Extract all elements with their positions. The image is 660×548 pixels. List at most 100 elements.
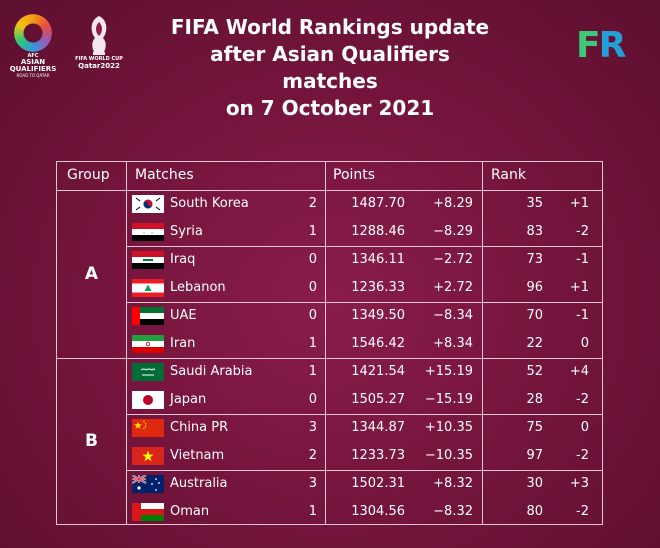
- rank-value: 97: [526, 448, 543, 463]
- rank-change: 0: [580, 420, 589, 435]
- match-score: 3: [308, 476, 317, 491]
- saudi-flag-icon: [132, 363, 164, 381]
- rank-change: -1: [576, 252, 589, 267]
- title-line-1: FIFA World Rankings update: [170, 15, 490, 39]
- table-row: Syria 1 1288.46 −8.29 83 -2: [57, 218, 602, 246]
- group-label-b: B: [85, 431, 98, 451]
- rank-change: -2: [576, 392, 589, 407]
- rank-value: 73: [526, 252, 543, 267]
- header-divider: [57, 190, 602, 191]
- fifa-logo-line2: Qatar2022: [78, 62, 120, 70]
- points-value: 1346.11: [351, 252, 405, 267]
- rank-value: 28: [526, 392, 543, 407]
- table-row: South Korea 2 1487.70 +8.29 35 +1: [57, 190, 602, 218]
- match-score: 0: [308, 308, 317, 323]
- team-name: Saudi Arabia: [170, 364, 253, 379]
- world-cup-emblem-icon: [91, 16, 107, 55]
- vietnam-flag-icon: [132, 447, 164, 465]
- points-change: +2.72: [433, 280, 473, 295]
- points-value: 1233.73: [351, 448, 405, 463]
- match-score: 0: [308, 280, 317, 295]
- header-matches: Matches: [135, 167, 194, 183]
- fifa-logo-line1: FIFA WORLD CUP: [75, 56, 123, 62]
- page-title: FIFA World Rankings update after Asian Q…: [160, 14, 500, 122]
- table-row: Japan 0 1505.27 −15.19 28 -2: [57, 386, 602, 414]
- points-value: 1546.42: [351, 336, 405, 351]
- points-change: +15.19: [424, 364, 473, 379]
- table-row: UAE 0 1349.50 −8.34 70 -1: [57, 302, 602, 330]
- iraq-flag-icon: [132, 251, 164, 269]
- team-name: Iran: [170, 336, 196, 351]
- points-value: 1236.33: [351, 280, 405, 295]
- rank-change: +4: [569, 364, 589, 379]
- match-score: 2: [308, 448, 317, 463]
- team-name: UAE: [170, 308, 197, 323]
- rank-change: -1: [576, 308, 589, 323]
- points-value: 1502.31: [351, 476, 405, 491]
- points-change: +10.35: [424, 420, 473, 435]
- rank-change: -2: [576, 504, 589, 519]
- title-line-3: on 7 October 2021: [225, 96, 435, 120]
- rank-change: +3: [569, 476, 589, 491]
- match-divider: [126, 470, 602, 471]
- australia-flag-icon: [132, 475, 164, 493]
- brand-f: F: [576, 25, 601, 66]
- team-name: Oman: [170, 504, 210, 519]
- points-change: −8.29: [433, 224, 473, 239]
- points-value: 1304.56: [351, 504, 405, 519]
- oman-flag-icon: [132, 503, 164, 521]
- team-name: Vietnam: [170, 448, 225, 463]
- team-name: Australia: [170, 476, 228, 491]
- points-change: −8.34: [433, 308, 473, 323]
- match-score: 1: [308, 504, 317, 519]
- table-row: Lebanon 0 1236.33 +2.72 96 +1: [57, 274, 602, 302]
- rank-value: 52: [526, 364, 543, 379]
- match-score: 2: [308, 196, 317, 211]
- syria-flag-icon: [132, 223, 164, 241]
- brand-r: R: [598, 25, 627, 66]
- points-value: 1487.70: [351, 196, 405, 211]
- divider-points: [482, 162, 483, 524]
- rank-value: 96: [526, 280, 543, 295]
- header-points: Points: [333, 167, 376, 183]
- divider-group: [126, 162, 127, 524]
- title-line-2: after Asian Qualifiers matches: [210, 42, 450, 93]
- afc-logo-line3: QUALIFIERS: [9, 65, 57, 73]
- points-value: 1344.87: [351, 420, 405, 435]
- rank-value: 35: [526, 196, 543, 211]
- rank-value: 70: [526, 308, 543, 323]
- fifa-world-cup-logo: FIFA WORLD CUP Qatar2022: [72, 14, 126, 80]
- points-change: +8.29: [433, 196, 473, 211]
- match-score: 0: [308, 392, 317, 407]
- fr-brand-logo: FR: [576, 24, 627, 68]
- points-change: +8.34: [433, 336, 473, 351]
- match-score: 1: [308, 224, 317, 239]
- match-divider: [126, 246, 602, 247]
- points-value: 1349.50: [351, 308, 405, 323]
- table-row: Saudi Arabia 1 1421.54 +15.19 52 +4: [57, 358, 602, 386]
- japan-flag-icon: [132, 391, 164, 409]
- afc-logo-line1: AFC: [27, 53, 39, 59]
- iran-flag-icon: [132, 335, 164, 353]
- rank-value: 22: [526, 336, 543, 351]
- points-value: 1288.46: [351, 224, 405, 239]
- points-change: +8.32: [433, 476, 473, 491]
- group-label-a: A: [84, 264, 99, 284]
- table-row: Iran 1 1546.42 +8.34 22 0: [57, 330, 602, 358]
- china-flag-icon: [132, 419, 164, 437]
- match-score: 1: [308, 336, 317, 351]
- afc-swirl-icon: [14, 14, 52, 52]
- rank-change: +1: [569, 196, 589, 211]
- match-score: 3: [308, 420, 317, 435]
- rank-value: 80: [526, 504, 543, 519]
- lebanon-flag-icon: [132, 279, 164, 297]
- points-change: −15.19: [424, 392, 473, 407]
- rank-change: -2: [576, 224, 589, 239]
- rank-change: +1: [569, 280, 589, 295]
- afc-logo-line2: ASIAN: [20, 58, 46, 66]
- team-name: China PR: [170, 420, 229, 435]
- group-divider: [57, 358, 602, 359]
- table-row: Oman 1 1304.56 −8.32 80 -2: [57, 498, 602, 524]
- points-change: −10.35: [424, 448, 473, 463]
- match-divider: [126, 302, 602, 303]
